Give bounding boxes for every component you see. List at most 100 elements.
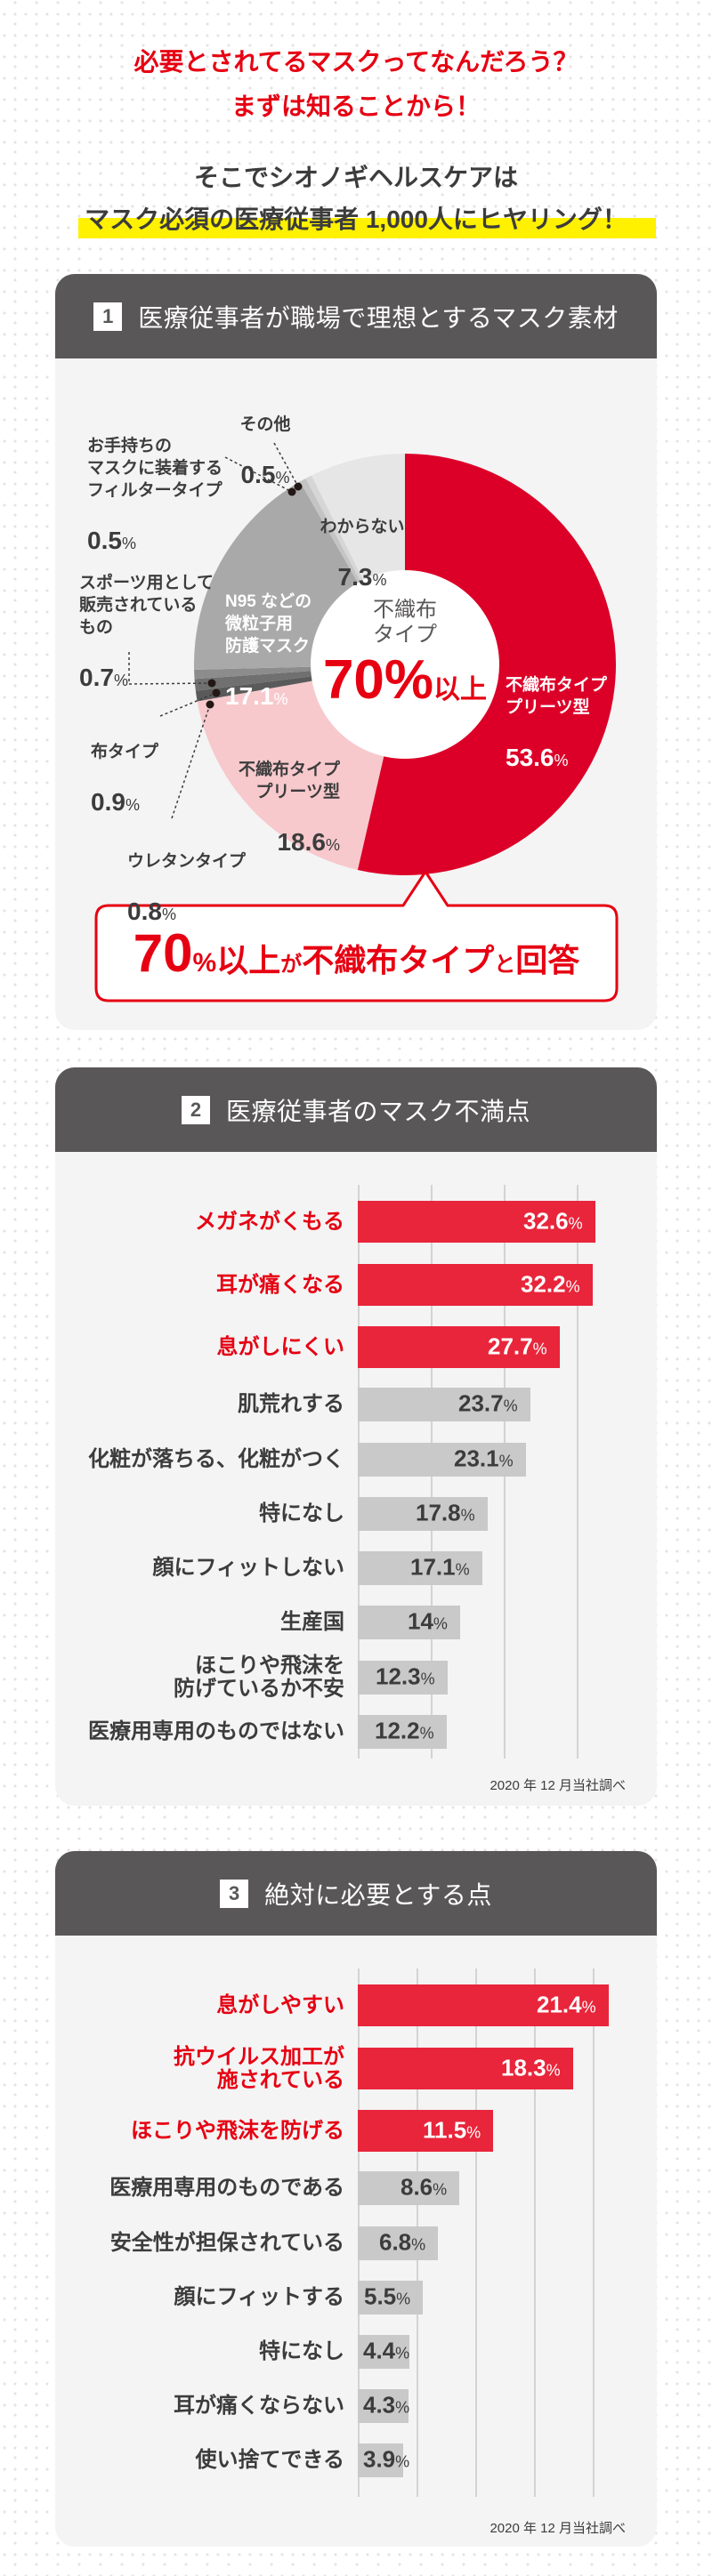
leader-dot bbox=[207, 679, 216, 688]
pie-center-hole bbox=[311, 570, 499, 759]
bar-value-number: 6.8 bbox=[379, 2228, 412, 2256]
slice-label: N95 などの 微粒子用 防護マスク bbox=[225, 592, 312, 656]
bar-row: ほこりや飛沫を防げる 11.5% bbox=[55, 2110, 657, 2152]
bar-row: 化粧が落ちる、化粧がつく 23.1% bbox=[55, 1443, 657, 1477]
callout-part: 以上 bbox=[216, 942, 281, 978]
section-title: 医療従事者のマスク不満点 bbox=[225, 1097, 530, 1125]
bar: 12.3% bbox=[358, 1661, 448, 1695]
pie-label-urethane: ウレタンタイプ 0.8% bbox=[127, 828, 246, 951]
bar-value: 4.3% bbox=[363, 2392, 409, 2421]
bar-value-unit: % bbox=[433, 2180, 448, 2199]
pie-label-filter: お手持ちの マスクに装着する フィルタータイプ 0.5% bbox=[87, 413, 222, 580]
pie-label-n95: N95 などの 微粒子用 防護マスク 17.1% bbox=[225, 568, 312, 736]
bar-value: 5.5% bbox=[364, 2283, 410, 2313]
bar-label: 特になし bbox=[259, 1501, 344, 1525]
bar-row: メガネがくもる 32.6% bbox=[55, 1201, 657, 1243]
bar-label: 抗ウイルス加工が 施されている bbox=[174, 2044, 344, 2092]
callout-part: 不織布タイプ bbox=[302, 942, 495, 978]
bar: 4.4% bbox=[358, 2335, 409, 2369]
leader-line-filter bbox=[224, 456, 293, 493]
slice-value-unit: % bbox=[325, 836, 340, 854]
slice-value-unit: % bbox=[554, 752, 569, 769]
bar-row: 使い捨てできる 3.9% bbox=[55, 2443, 657, 2477]
subheadline-line-2: マスク必須の医療従事者 1,000人にヒヤリング！ bbox=[85, 205, 627, 233]
bar-value-number: 11.5 bbox=[423, 2116, 467, 2143]
bar: 5.5% bbox=[358, 2281, 423, 2314]
bar-row: ほこりや飛沫を 防げているか不安 12.3% bbox=[55, 1654, 657, 1701]
section-header: 2 医療従事者のマスク不満点 bbox=[55, 1067, 657, 1152]
bar: 14% bbox=[358, 1606, 460, 1639]
pie-chart bbox=[94, 442, 619, 1002]
bar-value-number: 4.3 bbox=[363, 2391, 396, 2419]
slice-label: 不織布タイプ プリーツ型 bbox=[506, 676, 608, 717]
slice-value-unit: % bbox=[121, 535, 136, 552]
section-number-badge: 2 bbox=[181, 1095, 210, 1124]
bar: 11.5% bbox=[358, 2110, 493, 2152]
bar-value: 18.3% bbox=[501, 2054, 561, 2083]
bar: 17.8% bbox=[358, 1497, 488, 1531]
bar-value-number: 32.6 bbox=[523, 1207, 569, 1234]
slice-value-number: 7.3 bbox=[337, 563, 373, 591]
bar-value-number: 3.9 bbox=[363, 2445, 396, 2473]
bar-value-number: 8.6 bbox=[400, 2173, 433, 2201]
bar-row: 特になし 4.4% bbox=[55, 2335, 657, 2369]
bar-value: 27.7% bbox=[488, 1332, 547, 1362]
source-footnote: 2020 年 12 月当社調べ bbox=[490, 1778, 626, 1793]
bar-value: 12.2% bbox=[375, 1718, 434, 1747]
callout-percent: % bbox=[192, 948, 217, 978]
yellow-highlight bbox=[78, 218, 656, 238]
bar-label: 特になし bbox=[259, 2339, 344, 2363]
bar-value-unit: % bbox=[581, 1998, 596, 2016]
bar-row: 顔にフィットしない 17.1% bbox=[55, 1551, 657, 1585]
source-footnote: 2020 年 12 月当社調べ bbox=[490, 2521, 626, 2536]
slice-value: 0.8% bbox=[127, 898, 246, 929]
slice-value-number: 0.5 bbox=[240, 461, 276, 488]
bar-value-unit: % bbox=[395, 2398, 410, 2417]
slice-label: ウレタンタイプ bbox=[127, 852, 247, 871]
bar-value-unit: % bbox=[395, 2344, 410, 2363]
bar-value-unit: % bbox=[396, 2290, 411, 2308]
slice-value-unit: % bbox=[113, 672, 128, 689]
leader-dot bbox=[206, 700, 214, 709]
bar: 3.9% bbox=[358, 2443, 409, 2477]
slice-label: スポーツ用として 販売されている もの bbox=[79, 574, 214, 637]
bar-label: 息がしにくい bbox=[216, 1334, 344, 1359]
bar-value-unit: % bbox=[420, 1670, 435, 1688]
leader-line-urethane bbox=[171, 704, 211, 819]
center-big-number: 70% bbox=[322, 649, 434, 711]
gridline bbox=[534, 1968, 536, 2497]
bar-row: 抗ウイルス加工が 施されている 18.3% bbox=[55, 2044, 657, 2092]
bar-row: 安全性が担保されている 6.8% bbox=[55, 2226, 657, 2260]
bar-value: 8.6% bbox=[400, 2174, 447, 2203]
bar: 8.6% bbox=[358, 2171, 459, 2205]
center-suffix: 以上 bbox=[433, 675, 488, 704]
slice-value: 0.9% bbox=[91, 788, 158, 819]
leader-dot bbox=[294, 482, 303, 491]
slice-value: 7.3% bbox=[309, 563, 416, 594]
slice-value: 0.7% bbox=[79, 664, 214, 695]
pie-center-label: 不織布 タイプ 70%以上 bbox=[316, 598, 494, 720]
bar-value-number: 5.5 bbox=[364, 2282, 397, 2310]
bar-value-unit: % bbox=[466, 2123, 481, 2141]
bar-value: 23.7% bbox=[458, 1390, 518, 1420]
bar-value-number: 12.2 bbox=[375, 1717, 420, 1744]
bar: 23.7% bbox=[358, 1388, 531, 1421]
bar-value: 32.2% bbox=[521, 1270, 580, 1300]
bar-label: ほこりや飛沫を防げる bbox=[131, 2118, 344, 2143]
slice-value: 0.5% bbox=[87, 527, 222, 558]
slice-value-number: 17.1 bbox=[225, 682, 274, 710]
bar-value: 12.3% bbox=[376, 1663, 435, 1693]
bar-label: 化粧が落ちる、化粧がつく bbox=[88, 1447, 344, 1471]
bar-label: 医療用専用のものである bbox=[109, 2176, 344, 2200]
leader-lines bbox=[128, 442, 299, 819]
bar-value-number: 18.3 bbox=[501, 2054, 546, 2081]
bar-row: 肌荒れする 23.7% bbox=[55, 1388, 657, 1421]
bar-value-unit: % bbox=[532, 1340, 547, 1357]
leader-dots bbox=[206, 482, 303, 709]
bar-label: 安全性が担保されている bbox=[109, 2231, 344, 2255]
slice-value-unit: % bbox=[161, 906, 176, 923]
callout-text: 70%以上が不織布タイプと回答 bbox=[96, 906, 617, 1001]
bar-value-unit: % bbox=[395, 2452, 410, 2471]
subheadline-line-1: そこでシオノギヘルスケアは bbox=[193, 164, 518, 191]
bar-value-number: 23.1 bbox=[454, 1445, 499, 1472]
